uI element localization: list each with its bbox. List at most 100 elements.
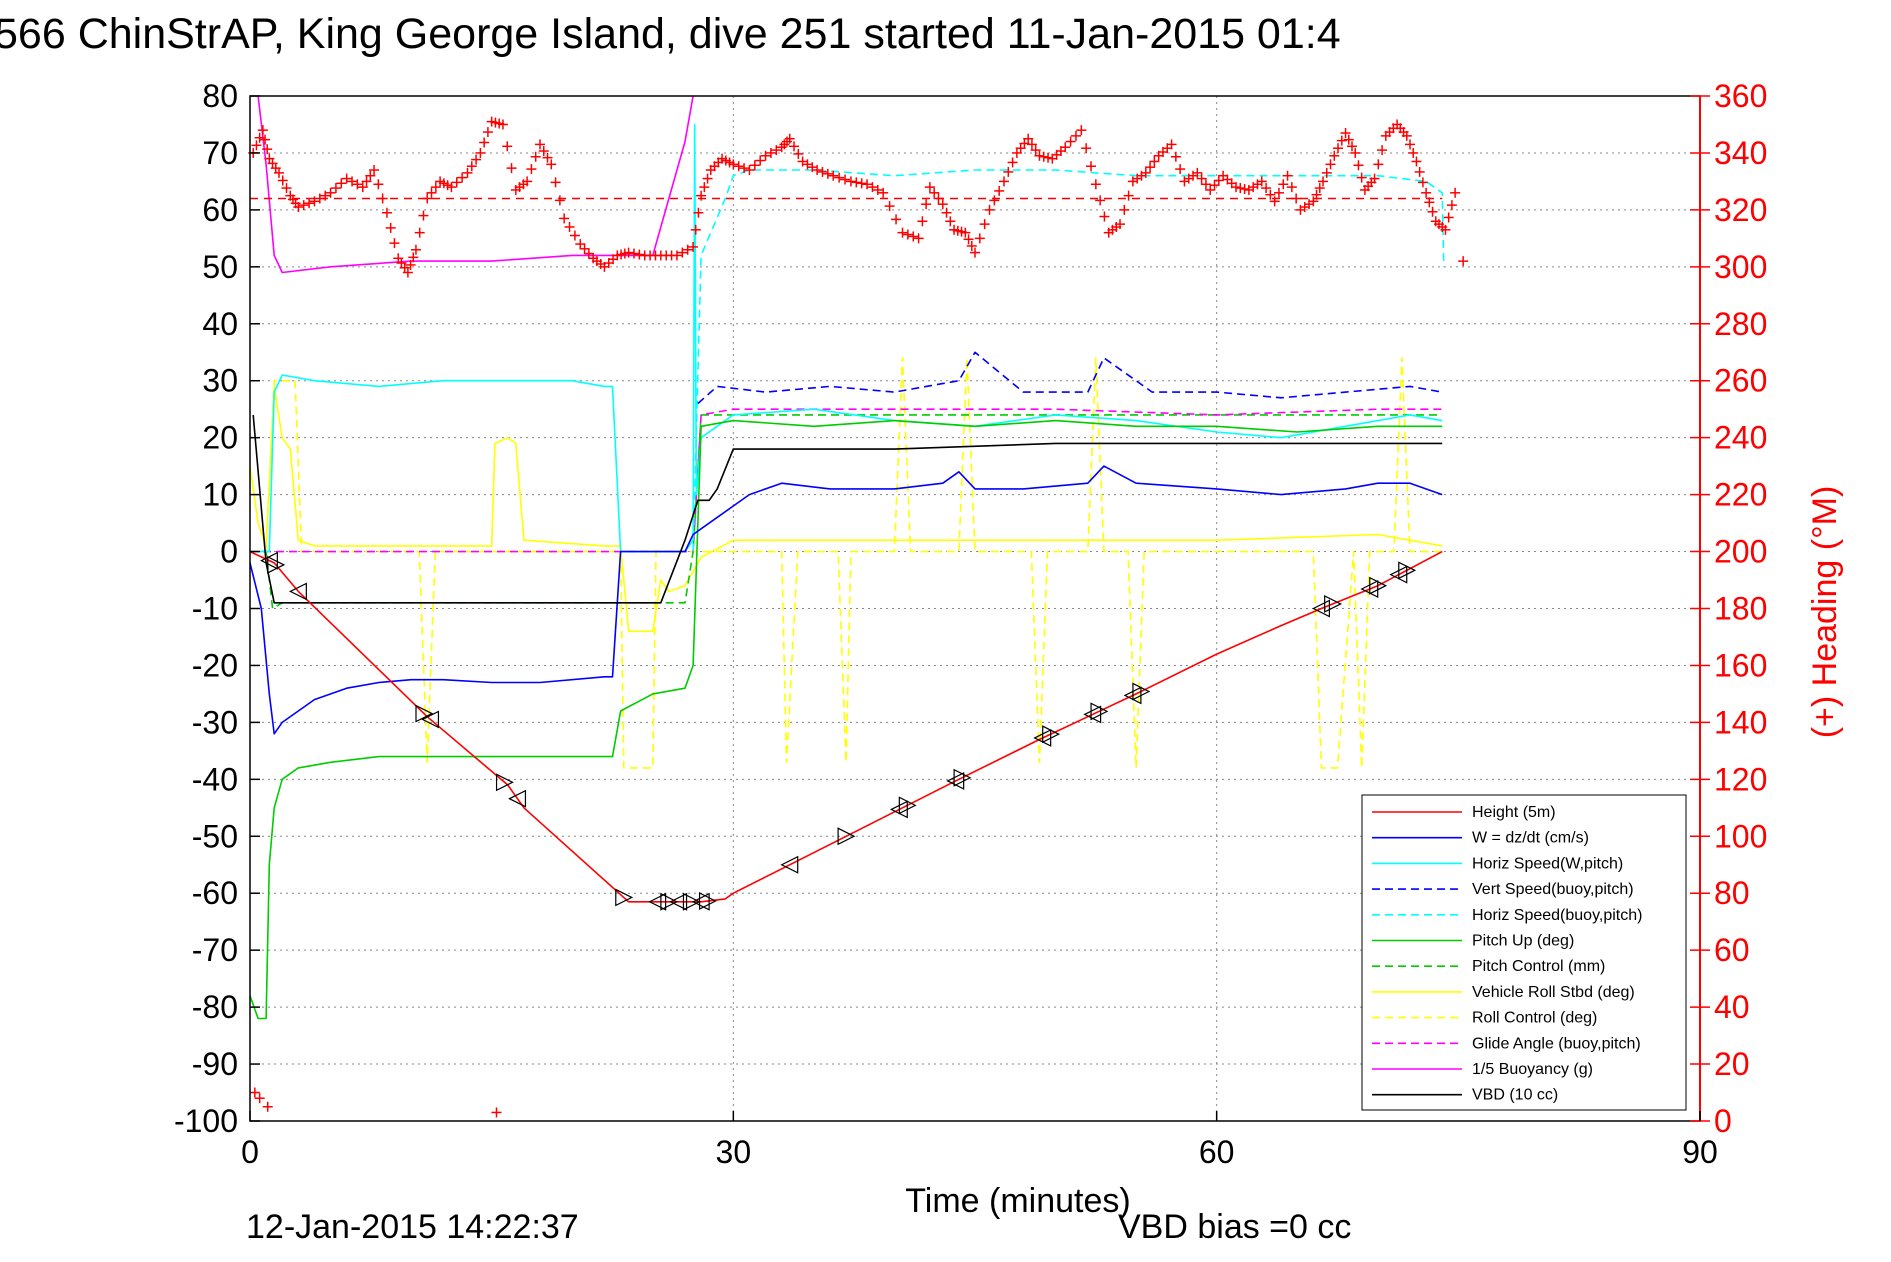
heading-marker (1377, 145, 1388, 156)
heading-marker (410, 244, 421, 255)
heading-marker (526, 164, 537, 175)
heading-marker (908, 231, 919, 242)
heading-marker (1269, 196, 1280, 207)
heading-marker (1140, 167, 1151, 178)
heading-marker (1401, 130, 1412, 141)
height-triangle-marker (669, 892, 688, 911)
heading-marker (522, 176, 533, 187)
heading-marker (1081, 143, 1092, 154)
height-triangle-marker (421, 710, 440, 729)
heading-marker (1414, 166, 1425, 177)
heading-marker (575, 239, 586, 250)
legend-label: Vehicle Roll Stbd (deg) (1472, 984, 1635, 1001)
left-axis-ticks: 80 70 60 50 40 30 20 10 0 -10 -20 -30 -40 -50 -60 -70 -8… (174, 78, 260, 1139)
heading-marker (1099, 211, 1110, 222)
x-axis-ticks: 0 30 60 90 (241, 1111, 1718, 1170)
tick-label-left: 50 (202, 249, 238, 285)
legend-items: Height (5m) W = dz/dt (cm/s) Horiz Speed(W… (1372, 804, 1642, 1104)
heading-marker (550, 177, 561, 188)
heading-marker (1265, 189, 1276, 200)
heading-marker (446, 182, 457, 193)
legend-label: Horiz Speed(W,pitch) (1472, 855, 1623, 872)
heading-marker (1343, 134, 1354, 145)
height-triangle-marker (1132, 682, 1151, 701)
legend-item-horiz-speed-buoy-pitch: Horiz Speed(buoy,pitch) (1372, 907, 1642, 924)
heading-marker (862, 179, 873, 190)
height-triangle-marker (1324, 594, 1343, 613)
heading-marker (1145, 162, 1156, 173)
heading-marker (974, 233, 985, 244)
legend-item-vehicle-roll-stbd-deg: Vehicle Roll Stbd (deg) (1372, 984, 1635, 1001)
legend-item-pitch-control-mm: Pitch Control (mm) (1372, 958, 1605, 975)
heading-marker (1291, 193, 1302, 204)
heading-marker (1149, 156, 1160, 167)
tick-label-left: 20 (202, 420, 238, 456)
heading-marker (1311, 189, 1322, 200)
series-line-roll-control-deg (250, 357, 1443, 769)
heading-marker (389, 238, 400, 249)
heading-marker (989, 195, 1000, 206)
tick-label-right: 100 (1714, 818, 1767, 854)
heading-marker (856, 178, 867, 189)
heading-marker (1256, 176, 1267, 187)
tick-label-x: 30 (716, 1134, 752, 1170)
series-line-pitch-control-mm (250, 414, 1443, 610)
tick-label-left: 30 (202, 363, 238, 399)
height-triangle-marker (953, 768, 972, 787)
heading-marker (491, 1107, 502, 1118)
tick-label-left: 10 (202, 477, 238, 513)
heading-marker (682, 244, 693, 255)
heading-marker (1090, 179, 1101, 190)
tick-label-left: -80 (192, 989, 238, 1025)
heading-marker (966, 240, 977, 251)
heading-marker (1095, 195, 1106, 206)
heading-marker (1239, 184, 1250, 195)
legend-box (1361, 794, 1687, 1111)
heading-marker (1340, 128, 1351, 139)
heading-marker (466, 161, 477, 172)
heading-marker (497, 119, 508, 130)
heading-marker (1405, 139, 1415, 150)
heading-marker (979, 219, 990, 230)
height-triangle-marker (615, 888, 634, 907)
legend-label: W = dz/dt (cm/s) (1472, 830, 1589, 847)
tick-label-x: 60 (1199, 1134, 1235, 1170)
heading-marker (1329, 150, 1340, 161)
heading-marker (1373, 159, 1384, 170)
heading-marker (262, 1101, 273, 1112)
heading-marker (1308, 196, 1319, 207)
heading-marker (402, 267, 413, 278)
heading-marker (347, 176, 358, 187)
height-triangle-marker (1312, 599, 1330, 618)
heading-marker (1170, 151, 1181, 162)
heading-marker (277, 175, 288, 186)
heading-marker (884, 201, 895, 212)
tick-label-left: 60 (202, 192, 238, 228)
heading-marker (1278, 179, 1289, 190)
heading-marker (970, 247, 980, 258)
right-axis-label: (+) Heading (°M) (1806, 486, 1844, 739)
legend-label: Roll Control (deg) (1472, 1010, 1597, 1027)
heading-marker (1231, 182, 1241, 193)
heading-marker (274, 167, 284, 178)
height-triangle-marker (1042, 725, 1061, 744)
heading-marker (690, 224, 701, 235)
heading-marker (502, 141, 513, 152)
heading-marker (739, 163, 750, 174)
tick-label-right: 40 (1714, 989, 1750, 1025)
height-triangle-marker (837, 827, 856, 846)
heading-marker (1333, 143, 1344, 154)
heading-marker (1119, 204, 1130, 215)
heading-marker (760, 150, 771, 161)
tick-label-left: 40 (202, 306, 238, 342)
heading-marker (352, 179, 363, 190)
heading-marker (1196, 173, 1207, 184)
heading-marker (1450, 187, 1461, 198)
heading-marker (937, 199, 948, 210)
heading-marker (1007, 157, 1018, 168)
heading-marker (408, 252, 419, 263)
legend-label: Pitch Control (mm) (1472, 958, 1605, 975)
heading-marker (1076, 125, 1087, 136)
heading-marker (361, 176, 372, 187)
heading-marker (1321, 167, 1332, 178)
